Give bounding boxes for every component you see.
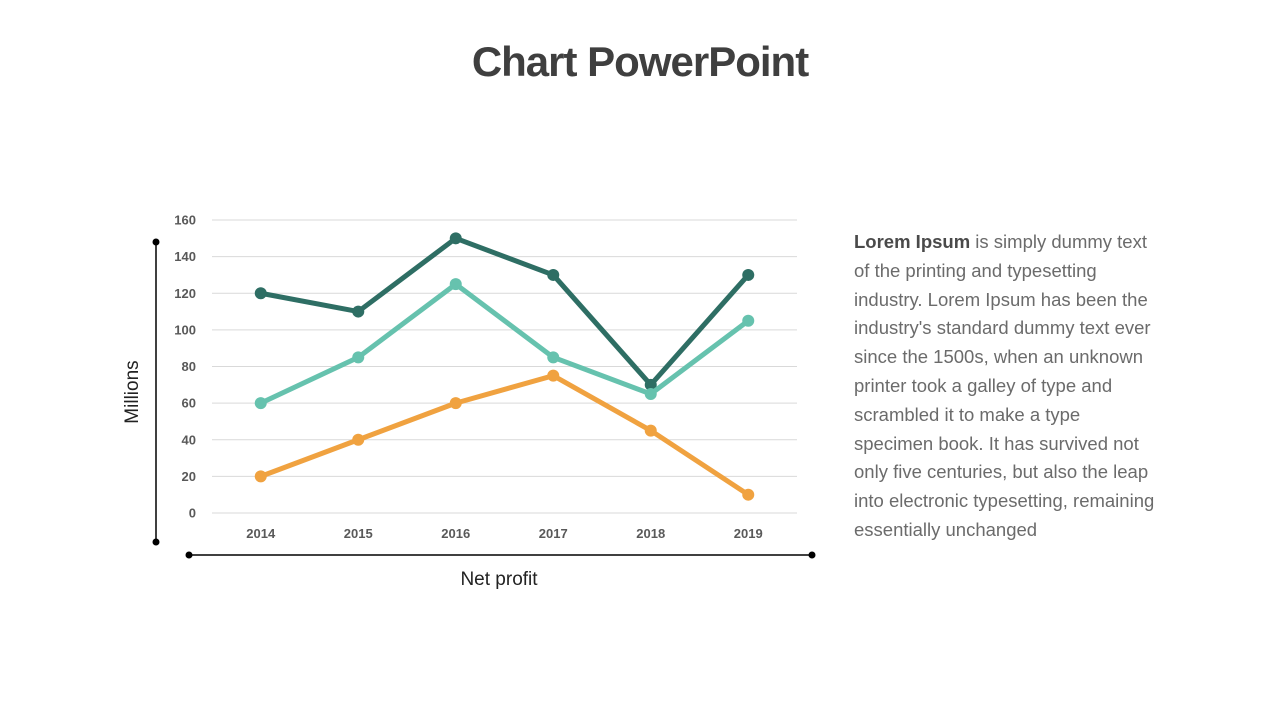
x-axis-bracket-right-dot [808, 551, 816, 559]
y-tick-label: 20 [182, 469, 196, 484]
series-lines [254, 232, 755, 501]
y-tick-labels: 0 20 40 60 80 100 120 140 160 [174, 213, 196, 521]
y-axis-title: Millions [122, 360, 143, 423]
x-axis-title: Net profit [460, 569, 538, 590]
data-point [449, 397, 462, 410]
series-3 [254, 369, 755, 501]
data-point [547, 351, 560, 364]
y-tick-label: 140 [174, 249, 196, 264]
description-paragraph: Lorem Ipsum is simply dummy text of the … [854, 228, 1164, 545]
x-axis-bracket-left-dot [185, 551, 193, 559]
data-point [254, 397, 267, 410]
x-tick-label: 2018 [636, 526, 665, 541]
y-tick-label: 120 [174, 286, 196, 301]
x-tick-labels: 2014 2015 2016 2017 2018 2019 [246, 526, 762, 541]
y-tick-label: 60 [182, 396, 196, 411]
data-point [547, 268, 560, 281]
y-axis-bracket-top-dot [152, 238, 160, 246]
y-axis-bracket-bottom-dot [152, 538, 160, 546]
y-tick-label: 80 [182, 359, 196, 374]
data-point [254, 287, 267, 300]
x-tick-label: 2015 [344, 526, 373, 541]
series-1 [254, 232, 755, 391]
description-lead: Lorem Ipsum [854, 231, 971, 252]
y-tick-label: 160 [174, 213, 196, 228]
description-body: is simply dummy text of the printing and… [854, 231, 1155, 540]
x-tick-label: 2019 [734, 526, 763, 541]
data-point [644, 387, 657, 400]
data-point [742, 488, 755, 501]
data-point [742, 268, 755, 281]
data-point [742, 314, 755, 327]
data-point [449, 232, 462, 245]
y-tick-label: 0 [189, 506, 196, 521]
data-point [352, 433, 365, 446]
data-point [352, 351, 365, 364]
data-point [449, 278, 462, 291]
x-tick-label: 2017 [539, 526, 568, 541]
series-line [258, 281, 751, 406]
data-point [547, 369, 560, 382]
data-point [254, 470, 267, 483]
y-tick-label: 40 [182, 432, 196, 447]
series-line [258, 373, 751, 498]
series-line [258, 235, 751, 388]
gridlines [212, 219, 797, 514]
x-tick-label: 2016 [441, 526, 470, 541]
data-point [352, 305, 365, 318]
data-point [644, 424, 657, 437]
y-tick-label: 100 [174, 322, 196, 337]
slide-title: Chart PowerPoint [471, 38, 809, 85]
x-tick-label: 2014 [246, 526, 276, 541]
series-2 [254, 278, 755, 410]
data-point [644, 378, 657, 391]
